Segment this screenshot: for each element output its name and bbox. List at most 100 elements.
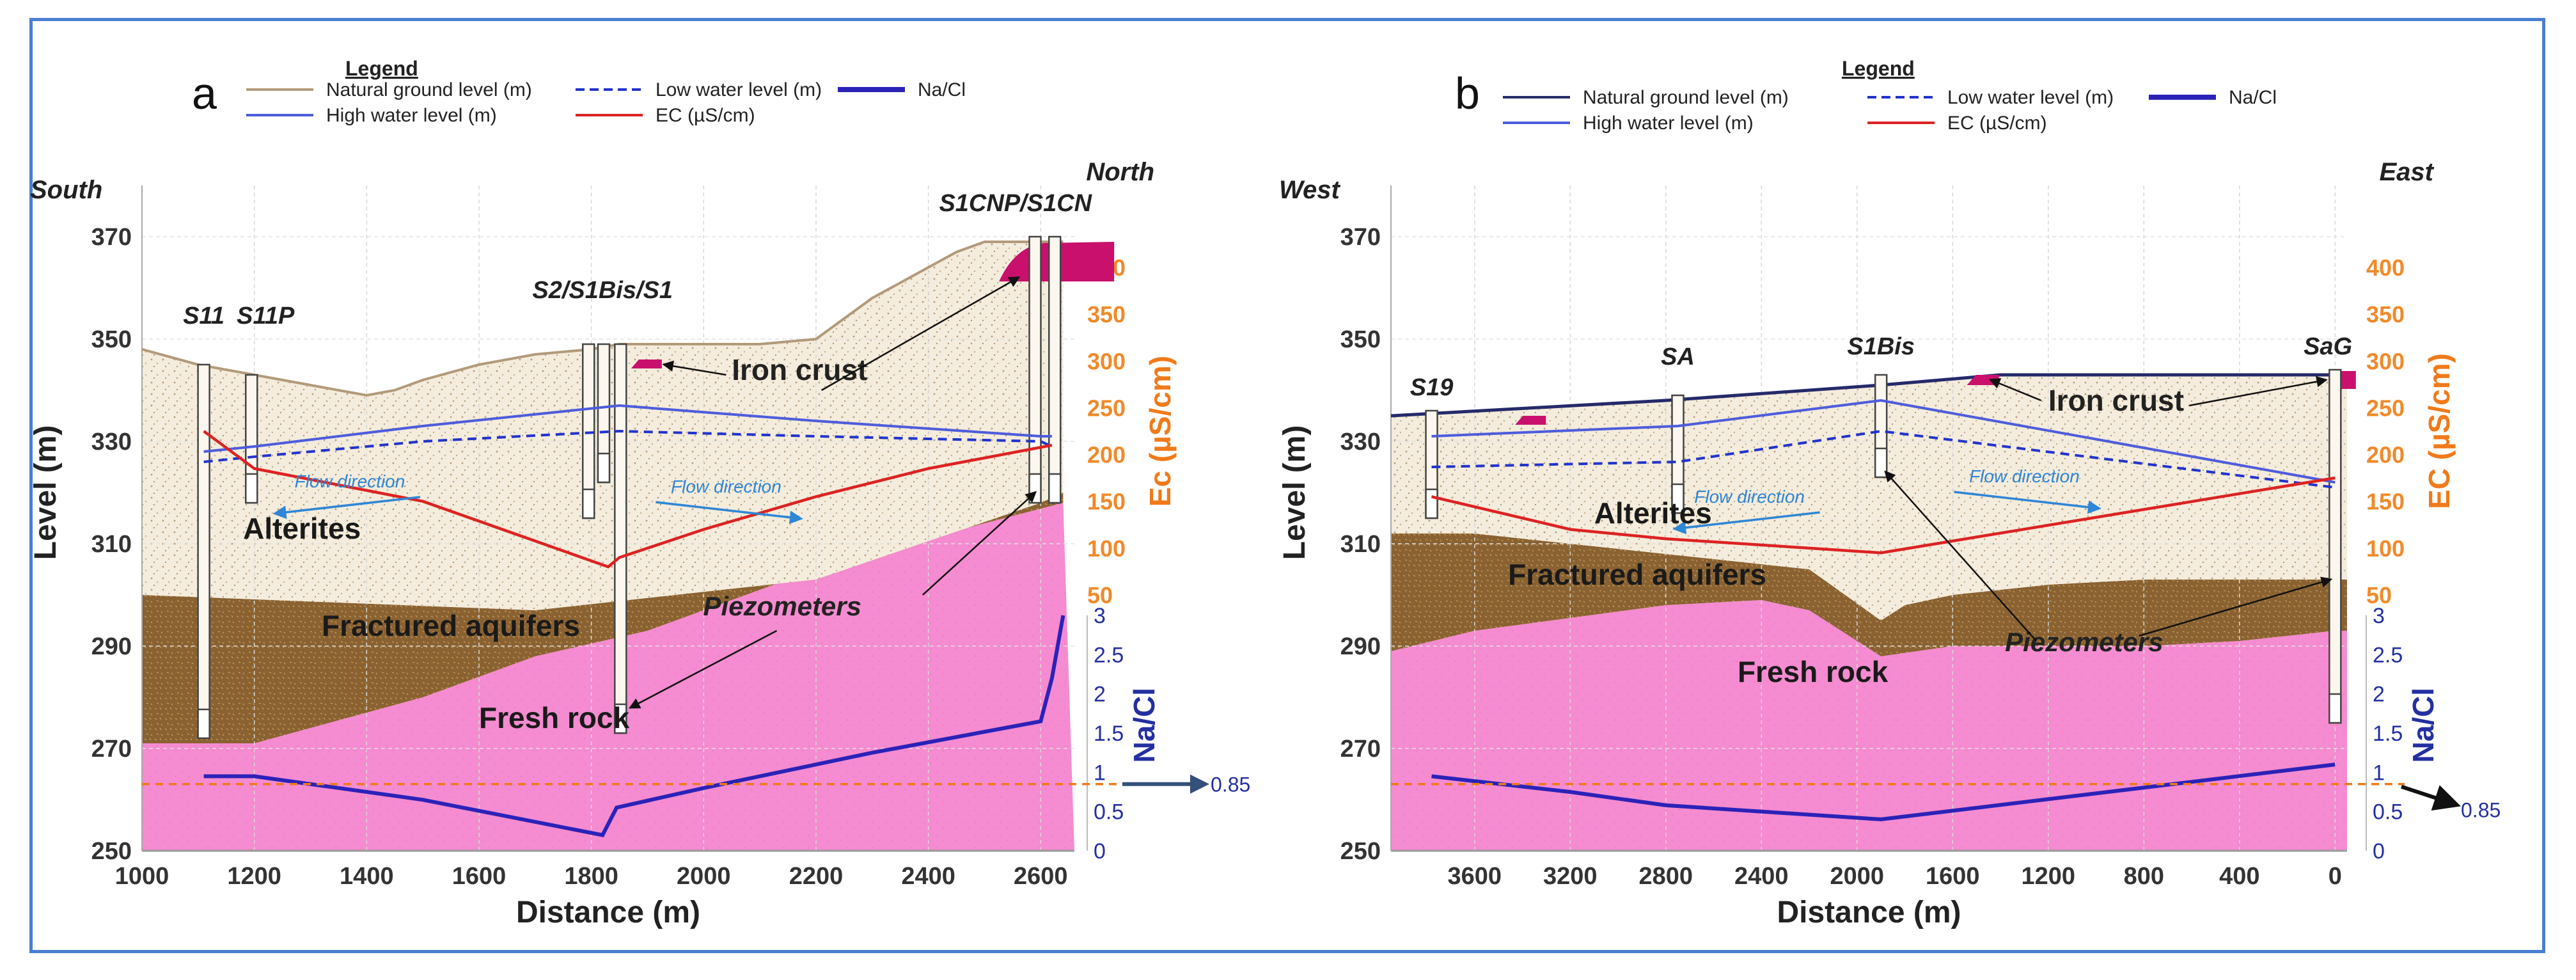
x-tick-label: 1400: [340, 863, 394, 890]
nacl-line: [203, 615, 1065, 837]
well-label: S11: [183, 303, 224, 329]
nacl-tick-label: 1: [1094, 761, 1106, 785]
ec-tick-label: 150: [1087, 489, 1126, 515]
layer-alterites: [1391, 375, 2347, 620]
nacl-tick-label: 3: [2373, 604, 2385, 628]
layer-label: Fresh rock: [1738, 655, 1889, 688]
iron-crust-pointer: [2189, 375, 2328, 407]
piezometer-screen: [614, 703, 627, 734]
piezometer-screen: [597, 452, 611, 484]
nacl-tick-label: 0: [1094, 839, 1106, 864]
nacl-threshold-label: 0.85: [2461, 799, 2501, 822]
x-axis-title: Distance (m): [516, 896, 700, 929]
layer-fresh-rock: [1391, 600, 2347, 851]
layer-label: Fractured aquifers: [322, 609, 580, 642]
x-tick-label: 2200: [789, 863, 844, 890]
ec-tick-label: 50: [1087, 582, 1113, 608]
panel-a: 1000 1200 1400 1600 1800 2000 2200 2400 26002502…: [29, 57, 1250, 929]
x-tick-label: 1600: [1926, 863, 1980, 890]
nacl-tick-label: 0.5: [1094, 800, 1124, 825]
ec-tick-label: 150: [2366, 489, 2405, 515]
flow-direction-label: Flow direction: [671, 477, 781, 496]
piezometer-screen: [2329, 693, 2342, 724]
low-water-line: [203, 429, 1053, 463]
y-tick-label: 310: [91, 531, 132, 558]
well-label: SA: [1661, 344, 1695, 370]
iron-crust-pointer: [1988, 378, 2042, 402]
piezometer-screen: [1028, 473, 1042, 504]
legend-label-high: High water level (m): [1583, 113, 1754, 134]
iron-crust-pointer: [821, 276, 1021, 391]
layer-label: Alterites: [1594, 496, 1712, 530]
piezometer-pointer: [629, 629, 778, 709]
iron-crust-small: [631, 360, 662, 368]
piezometers-label: Piezometers: [703, 591, 861, 621]
ec-tick-label: 100: [2366, 535, 2405, 562]
nacl-axis-title: Na/Cl: [2407, 688, 2440, 763]
piezometer-screen: [582, 488, 595, 519]
piezometer-screen: [1671, 483, 1685, 514]
ec-line: [1431, 476, 2336, 555]
x-tick-label: 0: [2329, 863, 2342, 890]
y-tick-label: 350: [91, 326, 132, 353]
legend-label-ground: Natural ground level (m): [326, 79, 532, 100]
legend-label-nacl: Na/Cl: [2229, 87, 2277, 108]
x-tick-label: 2400: [901, 863, 955, 890]
legend-title: Legend: [345, 57, 418, 80]
layer-fractured-aquifers: [1391, 533, 2347, 656]
panel-b: 3600 3200 2800 2400 2000 1600 1200 800 400 025027…: [1278, 57, 2501, 929]
piezometer-tube: [2329, 368, 2342, 724]
x-tick-label: 2400: [1734, 863, 1789, 890]
x-tick-label: 1200: [2022, 863, 2076, 890]
piezometer-tube: [197, 363, 210, 739]
layer-fresh-rock: [142, 503, 1074, 851]
panel-label: a: [192, 68, 217, 118]
well-label: SaG: [2304, 333, 2352, 360]
nacl-tick-label: 2: [2373, 683, 2385, 707]
y-tick-label: 310: [1340, 531, 1381, 558]
x-tick-label: 1600: [452, 863, 507, 890]
nacl-line: [1431, 763, 2336, 821]
nacl-tick-label: 0.5: [2373, 800, 2403, 825]
ec-tick-label: 100: [1087, 535, 1126, 562]
layer-fractured-aquifers: [142, 493, 1064, 743]
x-tick-label: 1800: [564, 863, 618, 890]
y-tick-label: 370: [91, 224, 132, 251]
well-label: S2/S1Bis/S1: [532, 277, 673, 304]
flow-direction-arrow: [1672, 511, 1820, 535]
x-tick-label: 3200: [1543, 863, 1598, 890]
iron-crust-small: [1515, 416, 1546, 425]
ec-axis-title: Ec (µS/cm): [1143, 356, 1177, 507]
y-tick-label: 290: [1340, 633, 1381, 660]
iron-crust-label: Iron crust: [732, 353, 867, 386]
legend-label-low: Low water level (m): [1947, 87, 2114, 108]
x-tick-label: 1000: [115, 863, 169, 890]
ec-tick-label: 350: [1087, 301, 1126, 328]
ec-tick-label: 350: [2366, 301, 2405, 328]
nacl-tick-label: 1.5: [2373, 722, 2403, 746]
piezometer-pointer: [2139, 576, 2333, 637]
y-tick-label: 270: [91, 736, 132, 763]
x-tick-label: 2000: [677, 863, 731, 890]
piezometer-tube: [614, 343, 627, 734]
ec-tick-label: 250: [1087, 395, 1126, 421]
nacl-tick-label: 0: [2373, 839, 2385, 864]
y-axis-title: Level (m): [1278, 425, 1312, 560]
x-tick-label: 2600: [1014, 863, 1068, 890]
legend-label-nacl: Na/Cl: [918, 79, 966, 100]
ec-tick-label: 250: [2366, 395, 2405, 421]
y-tick-label: 350: [1340, 326, 1381, 353]
x-axis-title: Distance (m): [1777, 896, 1961, 929]
flow-direction-label: Flow direction: [295, 471, 405, 491]
direction-right: East: [2380, 158, 2435, 186]
piezometer-tube: [1048, 235, 1062, 504]
nacl-tick-label: 2.5: [1094, 643, 1124, 667]
legend-label-ec: EC (µS/cm): [656, 105, 755, 126]
direction-right: North: [1086, 158, 1154, 186]
well-label: S1Bis: [1847, 333, 1915, 360]
x-tick-label: 2000: [1830, 863, 1885, 890]
panel-label: b: [1455, 68, 1480, 118]
nacl-tick-label: 2: [1094, 683, 1106, 707]
ec-tick-label: 300: [1087, 348, 1126, 374]
